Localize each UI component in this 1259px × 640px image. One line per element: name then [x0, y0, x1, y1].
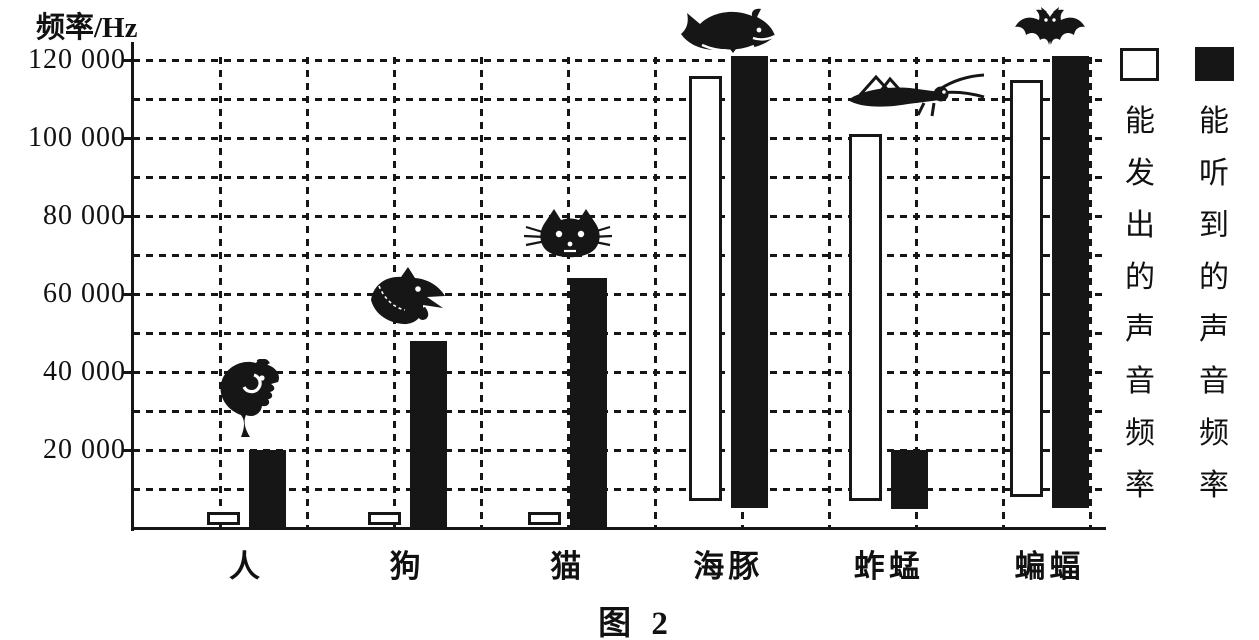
- bat-icon: [1014, 7, 1086, 55]
- bar-can-hear-cat: [570, 278, 608, 528]
- gridline-vertical: [914, 57, 918, 529]
- gridline-horizontal: [133, 292, 1106, 296]
- legend-swatch-can-emit: [1120, 48, 1159, 81]
- dog-icon: [365, 266, 449, 328]
- bar-can-emit-cat: [528, 512, 562, 526]
- gridline-horizontal: [133, 136, 1106, 140]
- gridline-vertical: [305, 57, 309, 529]
- y-tick-label: 60 000: [43, 278, 126, 309]
- gridline-horizontal: [133, 370, 1106, 374]
- gridline-horizontal: [133, 58, 1106, 62]
- gridline-horizontal: [133, 448, 1106, 452]
- y-tick-label: 20 000: [43, 434, 126, 465]
- category-label: 猫: [550, 549, 586, 584]
- y-tick-label: 100 000: [28, 122, 126, 153]
- bar-can-hear-dog: [409, 340, 447, 528]
- bar-can-hear-bat: [1052, 56, 1089, 509]
- x-axis-line: [131, 527, 1106, 530]
- bar-can-emit-human: [207, 512, 240, 526]
- gridline-horizontal: [133, 97, 1106, 101]
- gridline-vertical: [479, 57, 483, 529]
- y-tick-mark: [123, 448, 133, 452]
- grasshopper-icon: [844, 67, 986, 121]
- y-axis-title: 频率/Hz: [36, 12, 138, 44]
- category-label: 蚱蜢: [853, 549, 924, 584]
- gridline-horizontal: [133, 331, 1106, 335]
- category-label: 海豚: [693, 549, 764, 584]
- y-tick-mark: [123, 370, 133, 374]
- gridline-vertical: [827, 57, 831, 529]
- cat-icon: [524, 207, 612, 265]
- y-tick-label: 120 000: [28, 44, 126, 75]
- y-tick-mark: [123, 136, 133, 140]
- bar-can-hear-human: [249, 450, 286, 528]
- gridline-vertical: [218, 57, 222, 529]
- gridline-vertical: [566, 57, 570, 529]
- gridline-horizontal: [133, 214, 1106, 218]
- gridline-vertical: [653, 57, 657, 529]
- y-tick-mark: [123, 292, 133, 296]
- gridline-horizontal: [133, 409, 1106, 413]
- y-axis-line: [131, 42, 134, 531]
- gridline-horizontal: [133, 253, 1106, 257]
- y-tick-mark: [123, 58, 133, 62]
- human-icon: [210, 359, 284, 437]
- legend-swatch-can-hear: [1195, 47, 1234, 81]
- y-tick-mark: [123, 214, 133, 218]
- gridline-vertical: [1001, 57, 1005, 529]
- legend-label-can-hear: 能听到的声音频率: [1199, 105, 1229, 502]
- legend-label-can-emit: 能发出的声音频率: [1125, 105, 1155, 502]
- category-label: 人: [229, 549, 264, 584]
- gridline-horizontal: [133, 487, 1106, 491]
- category-label: 蝙蝠: [1014, 549, 1085, 584]
- gridline-vertical: [1088, 57, 1092, 529]
- bar-can-emit-dog: [367, 512, 401, 526]
- bar-can-hear-dolphin: [730, 56, 768, 509]
- category-label: 狗: [389, 549, 425, 584]
- y-tick-label: 40 000: [43, 356, 126, 387]
- bar-can-hear-grasshopper: [891, 450, 929, 509]
- gridline-horizontal: [133, 175, 1106, 179]
- bar-can-emit-bat: [1010, 79, 1043, 497]
- dolphin-icon: [678, 7, 778, 53]
- bar-can-emit-dolphin: [688, 75, 722, 501]
- bar-can-emit-grasshopper: [849, 134, 883, 501]
- y-tick-label: 80 000: [43, 200, 126, 231]
- figure-caption: 图 2: [598, 606, 674, 640]
